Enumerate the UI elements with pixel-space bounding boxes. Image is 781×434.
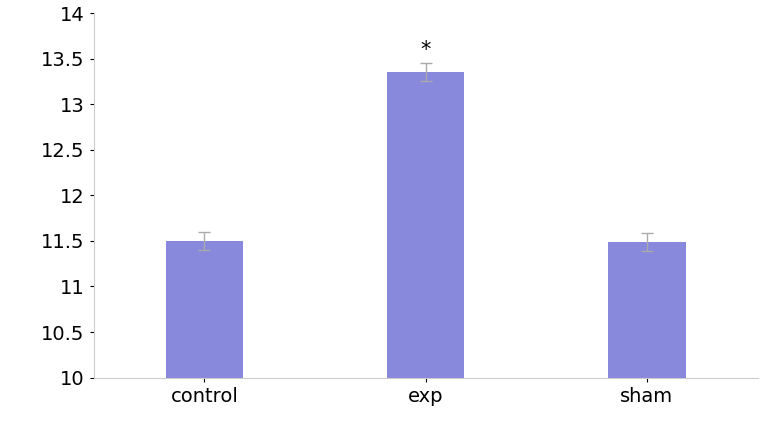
Bar bbox=[387, 72, 465, 378]
Bar bbox=[608, 242, 686, 378]
Bar bbox=[166, 241, 243, 378]
Text: *: * bbox=[420, 39, 431, 59]
